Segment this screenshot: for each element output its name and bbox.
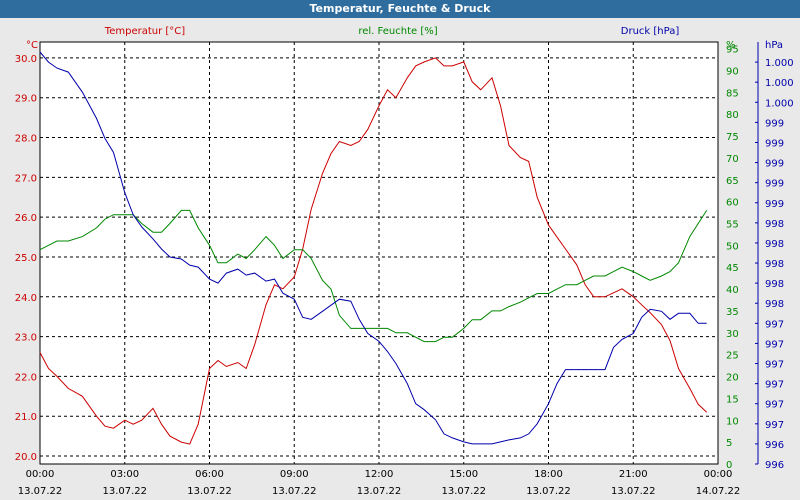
axes: 00:00 13.07.22 03:00 13.07.22 06:00 13.07.22 0… bbox=[15, 26, 794, 497]
temperature-tick-label: 30.0 bbox=[15, 54, 37, 65]
pressure-tick-label: 999 bbox=[765, 179, 784, 190]
temperature-series-line bbox=[39, 57, 708, 445]
humidity-tick-label: 0 bbox=[726, 460, 732, 471]
legend-pressure: Druck [hPa] bbox=[621, 26, 680, 37]
pressure-tick-label: 999 bbox=[765, 159, 784, 170]
temperature-tick-label: 23.0 bbox=[15, 333, 37, 344]
humidity-tick-label: 65 bbox=[726, 176, 739, 187]
humidity-tick-label: 40 bbox=[726, 285, 739, 296]
legend-humidity: rel. Feuchte [%] bbox=[358, 26, 437, 37]
pressure-tick-label: 998 bbox=[765, 219, 784, 230]
x-tick-time: 03:00 bbox=[110, 469, 139, 480]
window-title: Temperatur, Feuchte & Druck bbox=[0, 0, 800, 18]
pressure-tick-label: 999 bbox=[765, 138, 784, 149]
x-tick-time: 21:00 bbox=[619, 469, 648, 480]
humidity-tick-label: 15 bbox=[726, 394, 739, 405]
pressure-tick-label: 996 bbox=[765, 460, 784, 471]
humidity-series-line bbox=[39, 209, 708, 343]
legend-temperature: Temperatur [°C] bbox=[104, 26, 185, 37]
x-tick-time: 15:00 bbox=[449, 469, 478, 480]
x-tick-time: 18:00 bbox=[534, 469, 563, 480]
humidity-tick-label: 90 bbox=[726, 66, 739, 77]
pressure-tick-label: 998 bbox=[765, 259, 784, 270]
temperature-tick-label: 29.0 bbox=[15, 94, 37, 105]
series-lines bbox=[39, 51, 708, 445]
temperature-tick-label: 20.0 bbox=[15, 452, 37, 463]
humidity-tick-label: 75 bbox=[726, 132, 739, 143]
pressure-tick-label: 997 bbox=[765, 339, 784, 350]
pressure-tick-label: 998 bbox=[765, 239, 784, 250]
line-chart: 00:00 13.07.22 03:00 13.07.22 06:00 13.07.22 0… bbox=[15, 26, 794, 497]
x-tick-time: 00:00 bbox=[26, 469, 55, 480]
humidity-tick-label: 70 bbox=[726, 154, 739, 165]
x-tick-date: 14.07.22 bbox=[696, 486, 741, 497]
humidity-tick-label: 20 bbox=[726, 373, 739, 384]
pressure-tick-label: 999 bbox=[765, 118, 784, 129]
x-tick-date: 13.07.22 bbox=[526, 486, 571, 497]
pressure-tick-label: 1.000 bbox=[765, 58, 794, 69]
humidity-tick-label: 5 bbox=[726, 438, 732, 449]
x-tick-time: 06:00 bbox=[195, 469, 224, 480]
x-tick-time: 12:00 bbox=[365, 469, 394, 480]
pressure-tick-label: 999 bbox=[765, 199, 784, 210]
x-tick-date: 13.07.22 bbox=[187, 486, 232, 497]
pressure-tick-label: 998 bbox=[765, 299, 784, 310]
humidity-tick-label: 50 bbox=[726, 241, 739, 252]
humidity-tick-label: 25 bbox=[726, 351, 739, 362]
pressure-tick-label: 997 bbox=[765, 380, 784, 391]
x-tick-date: 13.07.22 bbox=[611, 486, 656, 497]
grid bbox=[39, 41, 719, 465]
humidity-tick-label: 60 bbox=[726, 198, 739, 209]
temperature-tick-label: 22.0 bbox=[15, 372, 37, 383]
x-tick-date: 13.07.22 bbox=[18, 486, 63, 497]
x-tick-date: 13.07.22 bbox=[357, 486, 402, 497]
humidity-tick-label: 80 bbox=[726, 110, 739, 121]
temperature-tick-label: 21.0 bbox=[15, 412, 37, 423]
temperature-tick-label: 27.0 bbox=[15, 173, 37, 184]
x-tick-time: 09:00 bbox=[280, 469, 309, 480]
temperature-tick-label: 26.0 bbox=[15, 213, 37, 224]
humidity-tick-label: 30 bbox=[726, 329, 739, 340]
temperature-tick-label: 25.0 bbox=[15, 253, 37, 264]
x-tick-date: 13.07.22 bbox=[102, 486, 147, 497]
humidity-unit: % bbox=[726, 40, 736, 51]
pressure-tick-label: 998 bbox=[765, 279, 784, 290]
temperature-tick-label: 28.0 bbox=[15, 134, 37, 145]
pressure-tick-label: 997 bbox=[765, 400, 784, 411]
x-tick-time: 00:00 bbox=[704, 469, 733, 480]
temperature-tick-label: 24.0 bbox=[15, 293, 37, 304]
pressure-tick-label: 1.000 bbox=[765, 98, 794, 109]
pressure-unit: hPa bbox=[765, 40, 783, 51]
pressure-tick-label: 1.000 bbox=[765, 78, 794, 89]
pressure-tick-label: 997 bbox=[765, 420, 784, 431]
humidity-tick-label: 35 bbox=[726, 307, 739, 318]
x-tick-date: 13.07.22 bbox=[272, 486, 317, 497]
humidity-tick-label: 85 bbox=[726, 88, 739, 99]
humidity-tick-label: 95 bbox=[726, 45, 739, 56]
humidity-tick-label: 10 bbox=[726, 416, 739, 427]
humidity-tick-label: 55 bbox=[726, 219, 739, 230]
pressure-tick-label: 996 bbox=[765, 440, 784, 451]
pressure-tick-label: 997 bbox=[765, 360, 784, 371]
x-tick-date: 13.07.22 bbox=[441, 486, 486, 497]
pressure-series-line bbox=[39, 51, 707, 445]
pressure-tick-label: 997 bbox=[765, 319, 784, 330]
temperature-unit: °C bbox=[26, 40, 38, 51]
humidity-tick-label: 45 bbox=[726, 263, 739, 274]
